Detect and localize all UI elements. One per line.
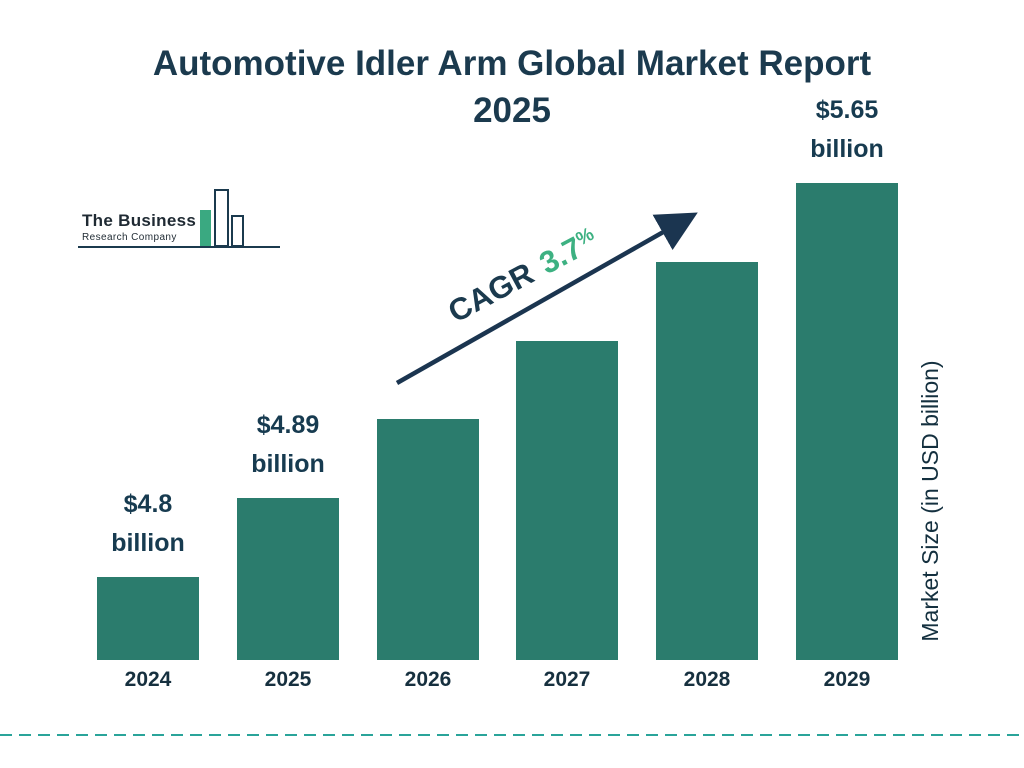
x-tick-2024: 2024 <box>124 668 172 691</box>
x-tick-2029: 2029 <box>823 668 871 691</box>
cagr-annotation: CAGR3.7% <box>404 201 642 350</box>
bar-2025 <box>237 498 339 660</box>
cagr-label: CAGR <box>442 255 540 330</box>
bar-2027 <box>516 341 618 660</box>
value-label-2025-line-1: $4.89 <box>256 411 320 439</box>
page-title: Automotive Idler Arm Global Market Repor… <box>0 40 1024 134</box>
x-tick-2028: 2028 <box>683 668 731 691</box>
x-tick-2027: 2027 <box>543 668 591 691</box>
value-label-2024-line-1: $4.8 <box>123 490 173 518</box>
x-tick-2025: 2025 <box>264 668 312 691</box>
value-label-2024-line-2: billion <box>111 529 185 557</box>
cagr-value: 3.7% <box>534 222 604 281</box>
value-label-2029-line-2: billion <box>810 135 884 163</box>
bottom-dashed-divider <box>0 734 1024 736</box>
title-line-2: 2025 <box>473 91 551 130</box>
value-label-2025: $4.89 billion <box>198 406 378 484</box>
x-tick-2026: 2026 <box>404 668 452 691</box>
bar-2028 <box>656 262 758 660</box>
bar-2029 <box>796 183 898 660</box>
value-label-2024: $4.8 billion <box>58 485 238 563</box>
logo-name-line-1: The Business <box>82 211 197 230</box>
company-logo: The Business Research Company <box>78 189 280 248</box>
value-label-2029: $5.65 billion <box>757 91 937 169</box>
title-line-1: Automotive Idler Arm Global Market Repor… <box>152 44 872 83</box>
bar-2024 <box>97 577 199 660</box>
bar-chart-logo-icon <box>200 189 244 247</box>
bar-2026 <box>377 419 479 660</box>
value-label-2025-line-2: billion <box>251 450 325 478</box>
logo-name-line-2: Research Company <box>82 232 177 243</box>
logo-text: The Business Research Company <box>82 211 196 243</box>
y-axis-label: Market Size (in USD billion) <box>917 360 943 642</box>
value-label-2029-line-1: $5.65 <box>815 96 879 124</box>
